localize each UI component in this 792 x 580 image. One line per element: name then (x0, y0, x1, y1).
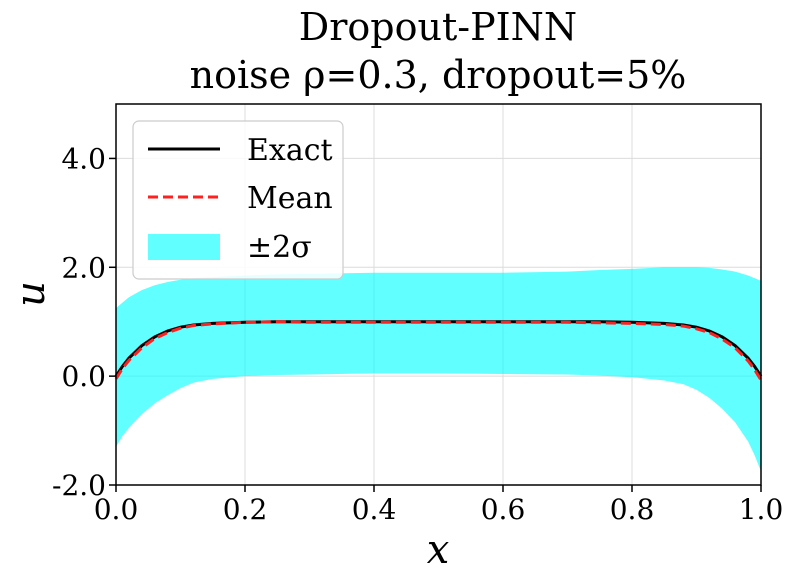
y-tick-label: 0.0 (61, 360, 106, 393)
chart-subtitle: noise ρ=0.3, dropout=5% (190, 53, 687, 97)
x-axis-label: x (427, 527, 450, 573)
x-tick-label: 0.2 (223, 493, 268, 526)
chart-title: Dropout-PINN (299, 5, 577, 49)
legend-exact-label: Exact (247, 133, 333, 168)
mean-series-line (114, 320, 763, 381)
x-tick-label: 0.0 (94, 493, 139, 526)
legend-band-swatch (148, 234, 220, 260)
x-tick-label: 1.0 (739, 493, 784, 526)
plot-frame (115, 103, 762, 486)
x-tick-label: 0.8 (610, 493, 655, 526)
y-tick-label: -2.0 (52, 469, 106, 502)
sigma-band-area (116, 267, 761, 472)
x-tick-label: 0.4 (352, 493, 397, 526)
y-axis-label: u (8, 281, 54, 307)
legend-mean-label: Mean (247, 181, 333, 216)
legend-band-label: ±2σ (247, 230, 312, 265)
x-tick-label: 0.6 (481, 493, 526, 526)
legend: Exact Mean ±2σ (132, 120, 344, 280)
y-tick-label: 4.0 (61, 142, 106, 175)
axis-ticks: 0.0 0.2 0.4 0.6 0.8 1.0-2.00.02.04.0 (52, 142, 783, 526)
y-tick-label: 2.0 (61, 251, 106, 284)
